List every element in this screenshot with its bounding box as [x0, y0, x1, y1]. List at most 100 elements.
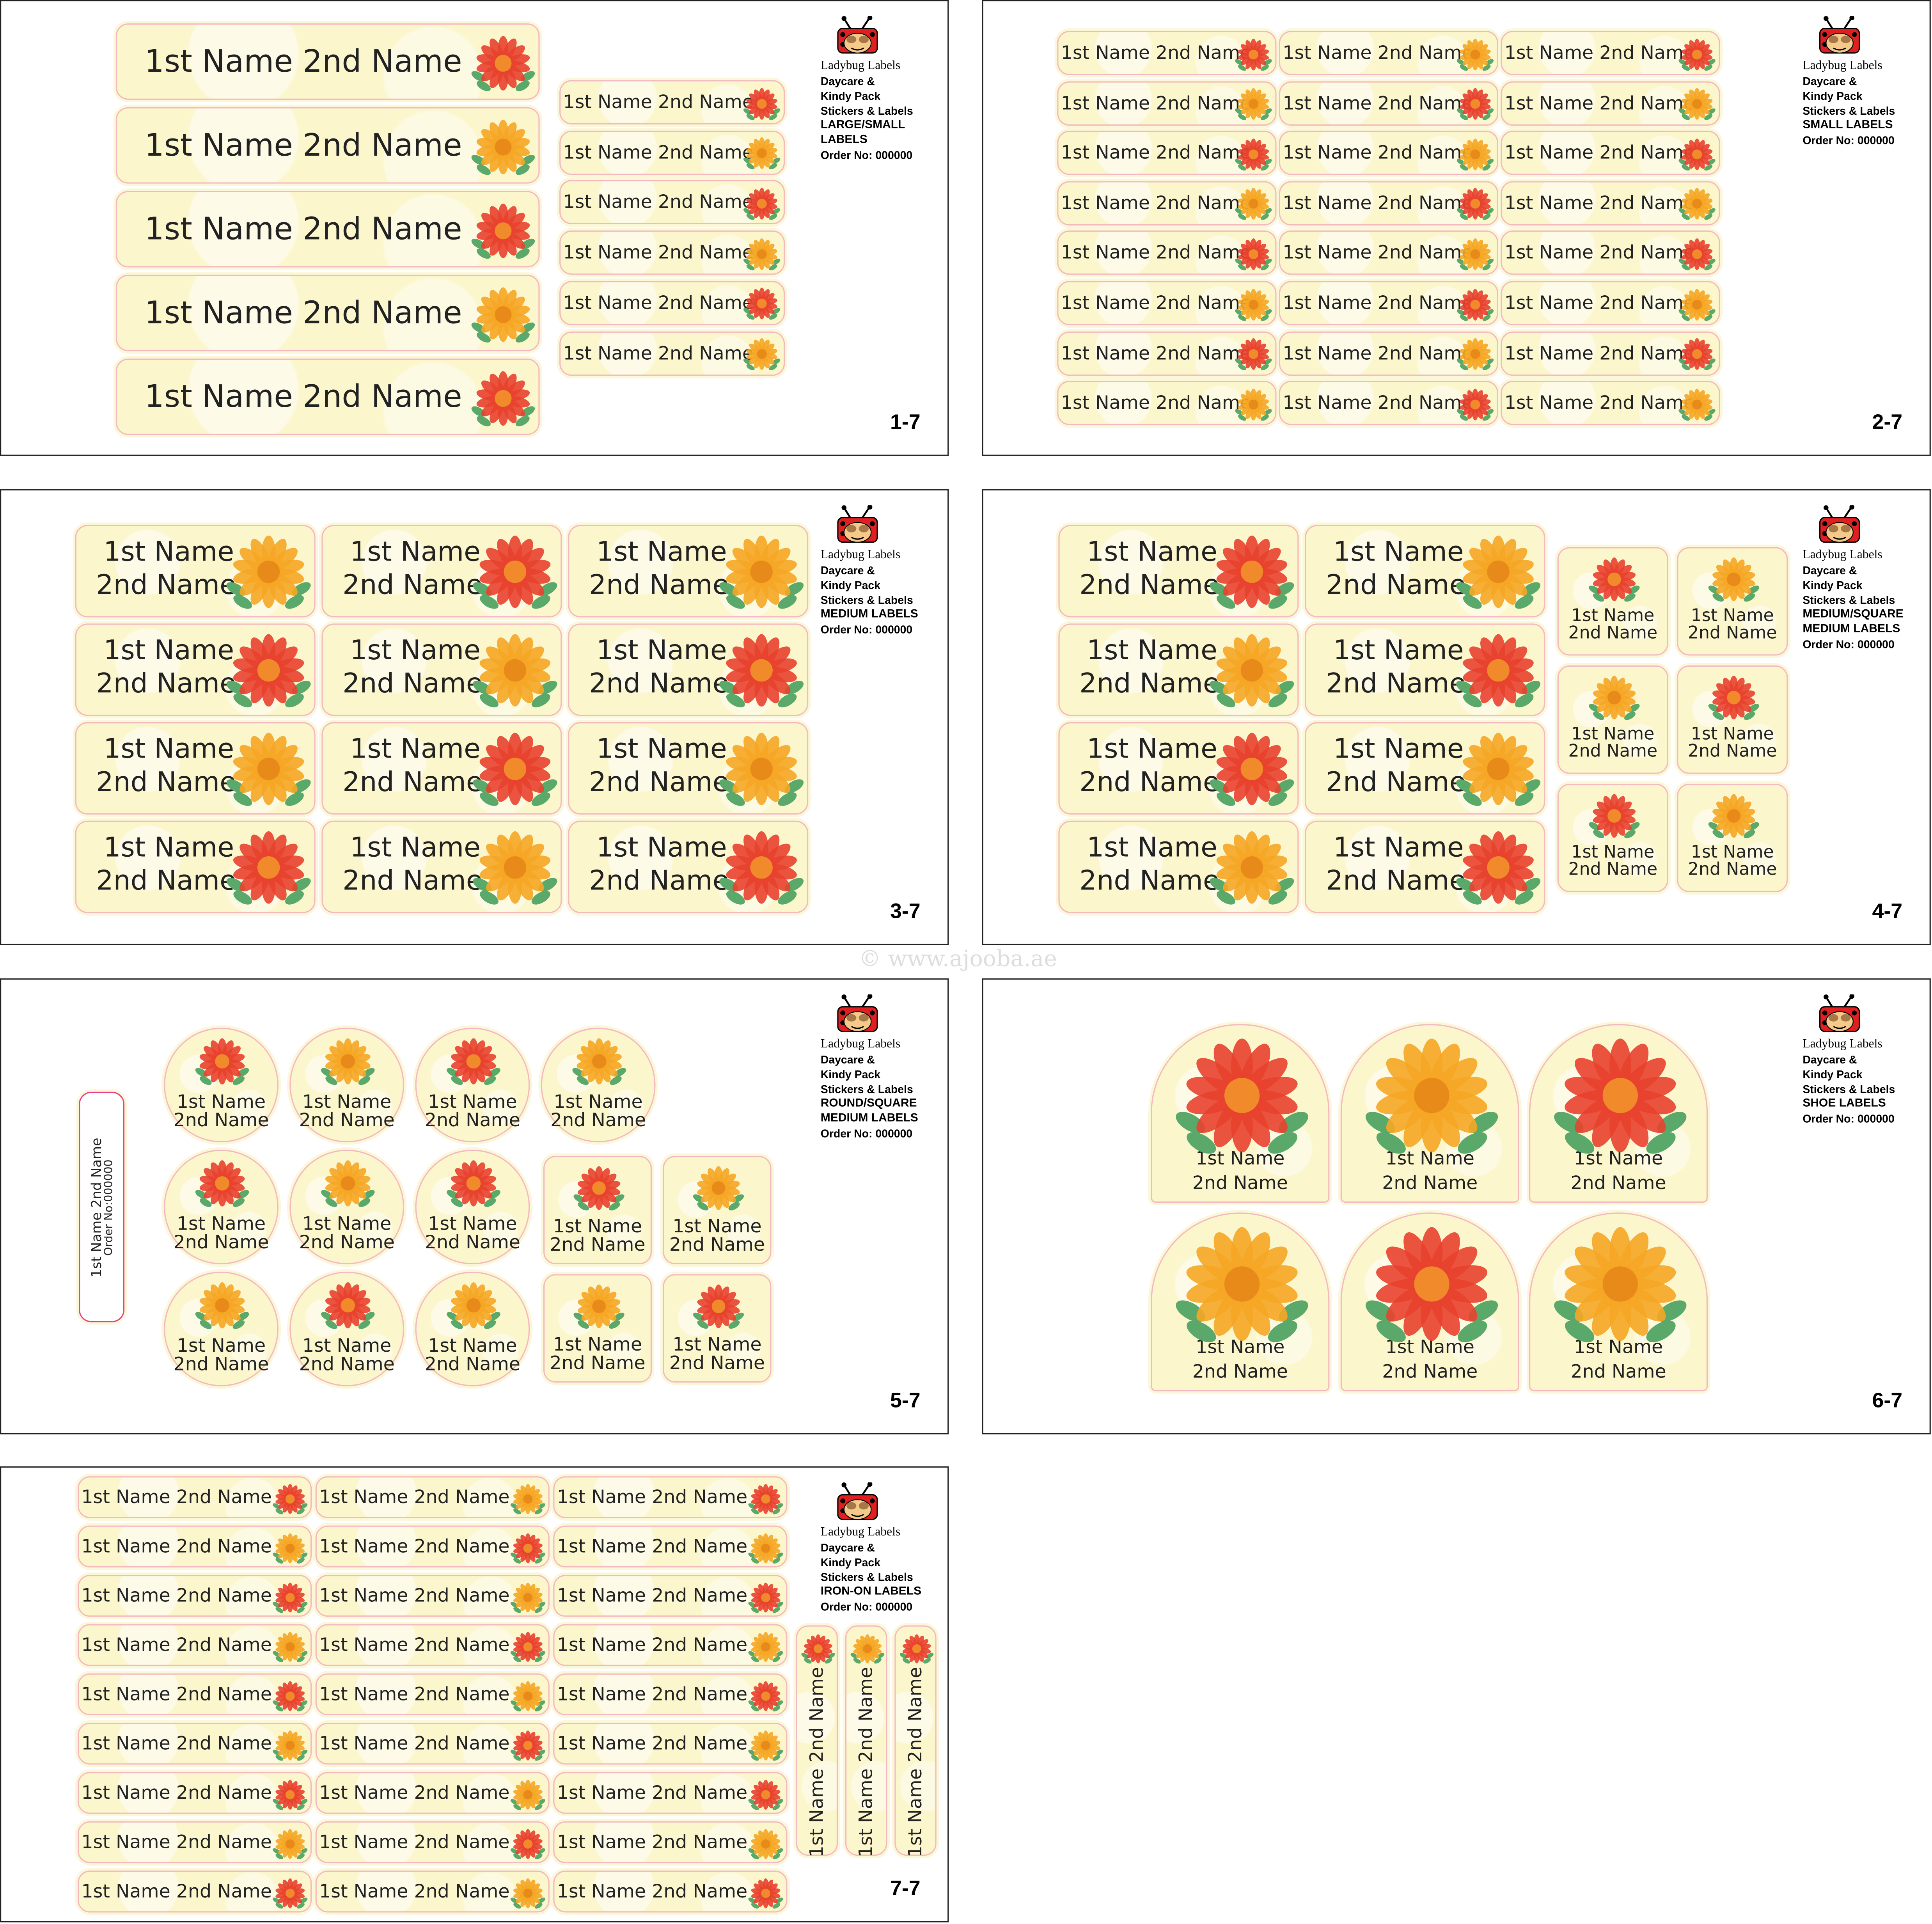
name-label[interactable]: 1st Name 2nd Name: [559, 331, 785, 375]
name-label[interactable]: 1st Name 2nd Name: [1151, 1024, 1330, 1203]
name-label[interactable]: 1st Name 2nd Name: [663, 1274, 772, 1383]
name-label[interactable]: 1st Name 2nd Name Order No:000000: [79, 1092, 125, 1322]
name-label[interactable]: 1st Name 2nd Name: [1057, 81, 1277, 125]
name-label[interactable]: 1st Name 2nd Name: [415, 1150, 530, 1264]
name-label[interactable]: 1st Name 2nd Name: [541, 1028, 656, 1143]
name-label[interactable]: 1st Name 2nd Name: [1557, 783, 1669, 892]
name-label[interactable]: 1st Name 2nd Name: [1279, 30, 1499, 75]
name-label[interactable]: 1st Name 2nd Name: [1057, 131, 1277, 176]
name-label[interactable]: 1st Name 2nd Name: [1677, 665, 1788, 774]
name-label[interactable]: 1st Name 2nd Name: [78, 1723, 312, 1765]
name-label[interactable]: 1st Name 2nd Name: [1057, 381, 1277, 426]
name-label[interactable]: 1st Name 2nd Name: [415, 1028, 530, 1143]
name-label[interactable]: 1st Name 2nd Name: [415, 1271, 530, 1386]
name-label[interactable]: 1st Name 2nd Name: [75, 525, 316, 618]
name-label[interactable]: 1st Name 2nd Name: [1677, 783, 1788, 892]
name-label[interactable]: 1st Name 2nd Name: [75, 623, 316, 716]
name-label[interactable]: 1st Name 2nd Name: [315, 1673, 550, 1716]
name-label[interactable]: 1st Name 2nd Name: [1279, 381, 1499, 426]
name-label[interactable]: 1st Name 2nd Name: [1501, 381, 1720, 426]
name-label[interactable]: 1st Name 2nd Name: [553, 1821, 788, 1864]
name-label[interactable]: 1st Name 2nd Name: [568, 623, 809, 716]
name-label[interactable]: 1st Name 2nd Name: [1058, 525, 1299, 618]
name-label[interactable]: 1st Name 2nd Name: [78, 1871, 312, 1913]
name-label[interactable]: 1st Name 2nd Name: [1501, 30, 1720, 75]
name-label[interactable]: 1st Name 2nd Name: [1279, 81, 1499, 125]
name-label[interactable]: 1st Name 2nd Name: [553, 1476, 788, 1518]
name-label[interactable]: 1st Name 2nd Name: [78, 1772, 312, 1814]
name-label[interactable]: 1st Name 2nd Name: [75, 820, 316, 913]
name-label[interactable]: 1st Name 2nd Name: [1501, 181, 1720, 225]
name-label[interactable]: 1st Name 2nd Name: [1305, 623, 1545, 716]
name-label[interactable]: 1st Name 2nd Name: [1279, 281, 1499, 325]
name-label[interactable]: 1st Name 2nd Name: [1057, 231, 1277, 275]
name-label[interactable]: 1st Name 2nd Name: [1305, 722, 1545, 815]
name-label[interactable]: 1st Name 2nd Name: [315, 1525, 550, 1567]
name-label[interactable]: 1st Name 2nd Name: [1501, 331, 1720, 376]
name-label[interactable]: 1st Name 2nd Name: [1501, 231, 1720, 275]
name-label[interactable]: 1st Name 2nd Name: [78, 1821, 312, 1864]
name-label[interactable]: 1st Name 2nd Name: [1340, 1212, 1519, 1392]
name-label[interactable]: 1st Name 2nd Name: [1501, 281, 1720, 325]
name-label[interactable]: 1st Name 2nd Name: [1057, 331, 1277, 376]
name-label[interactable]: 1st Name 2nd Name: [78, 1574, 312, 1617]
name-label[interactable]: 1st Name 2nd Name: [1501, 81, 1720, 125]
name-label[interactable]: 1st Name 2nd Name: [115, 23, 540, 100]
name-label[interactable]: 1st Name 2nd Name: [78, 1624, 312, 1666]
name-label[interactable]: 1st Name 2nd Name: [78, 1476, 312, 1518]
name-label[interactable]: 1st Name 2nd Name: [568, 820, 809, 913]
name-label[interactable]: 1st Name 2nd Name: [164, 1271, 279, 1386]
name-label[interactable]: 1st Name 2nd Name: [1557, 547, 1669, 656]
name-label[interactable]: 1st Name 2nd Name: [289, 1271, 404, 1386]
name-label[interactable]: 1st Name 2nd Name: [315, 1723, 550, 1765]
name-label[interactable]: 1st Name 2nd Name: [543, 1274, 652, 1383]
name-label[interactable]: 1st Name 2nd Name: [315, 1821, 550, 1864]
name-label[interactable]: 1st Name 2nd Name: [543, 1155, 652, 1264]
name-label[interactable]: 1st Name 2nd Name: [1557, 665, 1669, 774]
name-label[interactable]: 1st Name 2nd Name: [315, 1476, 550, 1518]
name-label[interactable]: 1st Name 2nd Name: [559, 230, 785, 275]
name-label[interactable]: 1st Name 2nd Name: [1340, 1024, 1519, 1203]
name-label[interactable]: 1st Name 2nd Name: [553, 1525, 788, 1567]
name-label[interactable]: 1st Name 2nd Name: [315, 1624, 550, 1666]
name-label[interactable]: 1st Name 2nd Name: [315, 1772, 550, 1814]
name-label[interactable]: 1st Name 2nd Name: [1279, 131, 1499, 176]
name-label[interactable]: 1st Name 2nd Name: [559, 180, 785, 225]
name-label[interactable]: 1st Name 2nd Name: [553, 1574, 788, 1617]
name-label[interactable]: 1st Name 2nd Name: [553, 1772, 788, 1814]
name-label[interactable]: 1st Name 2nd Name: [1058, 820, 1299, 913]
name-label[interactable]: 1st Name 2nd Name: [321, 623, 562, 716]
name-label[interactable]: 1st Name 2nd Name: [1279, 231, 1499, 275]
name-label[interactable]: 1st Name 2nd Name: [1529, 1212, 1708, 1392]
name-label[interactable]: 1st Name 2nd Name: [315, 1871, 550, 1913]
name-label[interactable]: 1st Name 2nd Name: [289, 1028, 404, 1143]
name-label[interactable]: 1st Name 2nd Name: [115, 107, 540, 184]
name-label[interactable]: 1st Name 2nd Name: [321, 722, 562, 815]
name-label[interactable]: 1st Name 2nd Name: [568, 722, 809, 815]
name-label[interactable]: 1st Name 2nd Name: [559, 280, 785, 325]
name-label[interactable]: 1st Name 2nd Name: [559, 80, 785, 125]
name-label[interactable]: 1st Name 2nd Name: [1058, 623, 1299, 716]
name-label[interactable]: 1st Name 2nd Name: [1151, 1212, 1330, 1392]
name-label[interactable]: 1st Name 2nd Name: [75, 722, 316, 815]
name-label[interactable]: 1st Name 2nd Name: [164, 1028, 279, 1143]
name-label[interactable]: 1st Name 2nd Name: [115, 191, 540, 268]
name-label[interactable]: 1st Name 2nd Name: [1057, 30, 1277, 75]
name-label[interactable]: 1st Name 2nd Name: [845, 1625, 887, 1857]
name-label[interactable]: 1st Name 2nd Name: [115, 359, 540, 435]
name-label[interactable]: 1st Name 2nd Name: [553, 1624, 788, 1666]
name-label[interactable]: 1st Name 2nd Name: [1279, 181, 1499, 225]
name-label[interactable]: 1st Name 2nd Name: [78, 1525, 312, 1567]
name-label[interactable]: 1st Name 2nd Name: [663, 1155, 772, 1264]
name-label[interactable]: 1st Name 2nd Name: [1058, 722, 1299, 815]
name-label[interactable]: 1st Name 2nd Name: [1057, 181, 1277, 225]
name-label[interactable]: 1st Name 2nd Name: [115, 275, 540, 351]
name-label[interactable]: 1st Name 2nd Name: [321, 820, 562, 913]
name-label[interactable]: 1st Name 2nd Name: [553, 1871, 788, 1913]
name-label[interactable]: 1st Name 2nd Name: [1677, 547, 1788, 656]
name-label[interactable]: 1st Name 2nd Name: [164, 1150, 279, 1264]
name-label[interactable]: 1st Name 2nd Name: [1529, 1024, 1708, 1203]
name-label[interactable]: 1st Name 2nd Name: [796, 1625, 838, 1857]
name-label[interactable]: 1st Name 2nd Name: [553, 1723, 788, 1765]
name-label[interactable]: 1st Name 2nd Name: [1057, 281, 1277, 325]
